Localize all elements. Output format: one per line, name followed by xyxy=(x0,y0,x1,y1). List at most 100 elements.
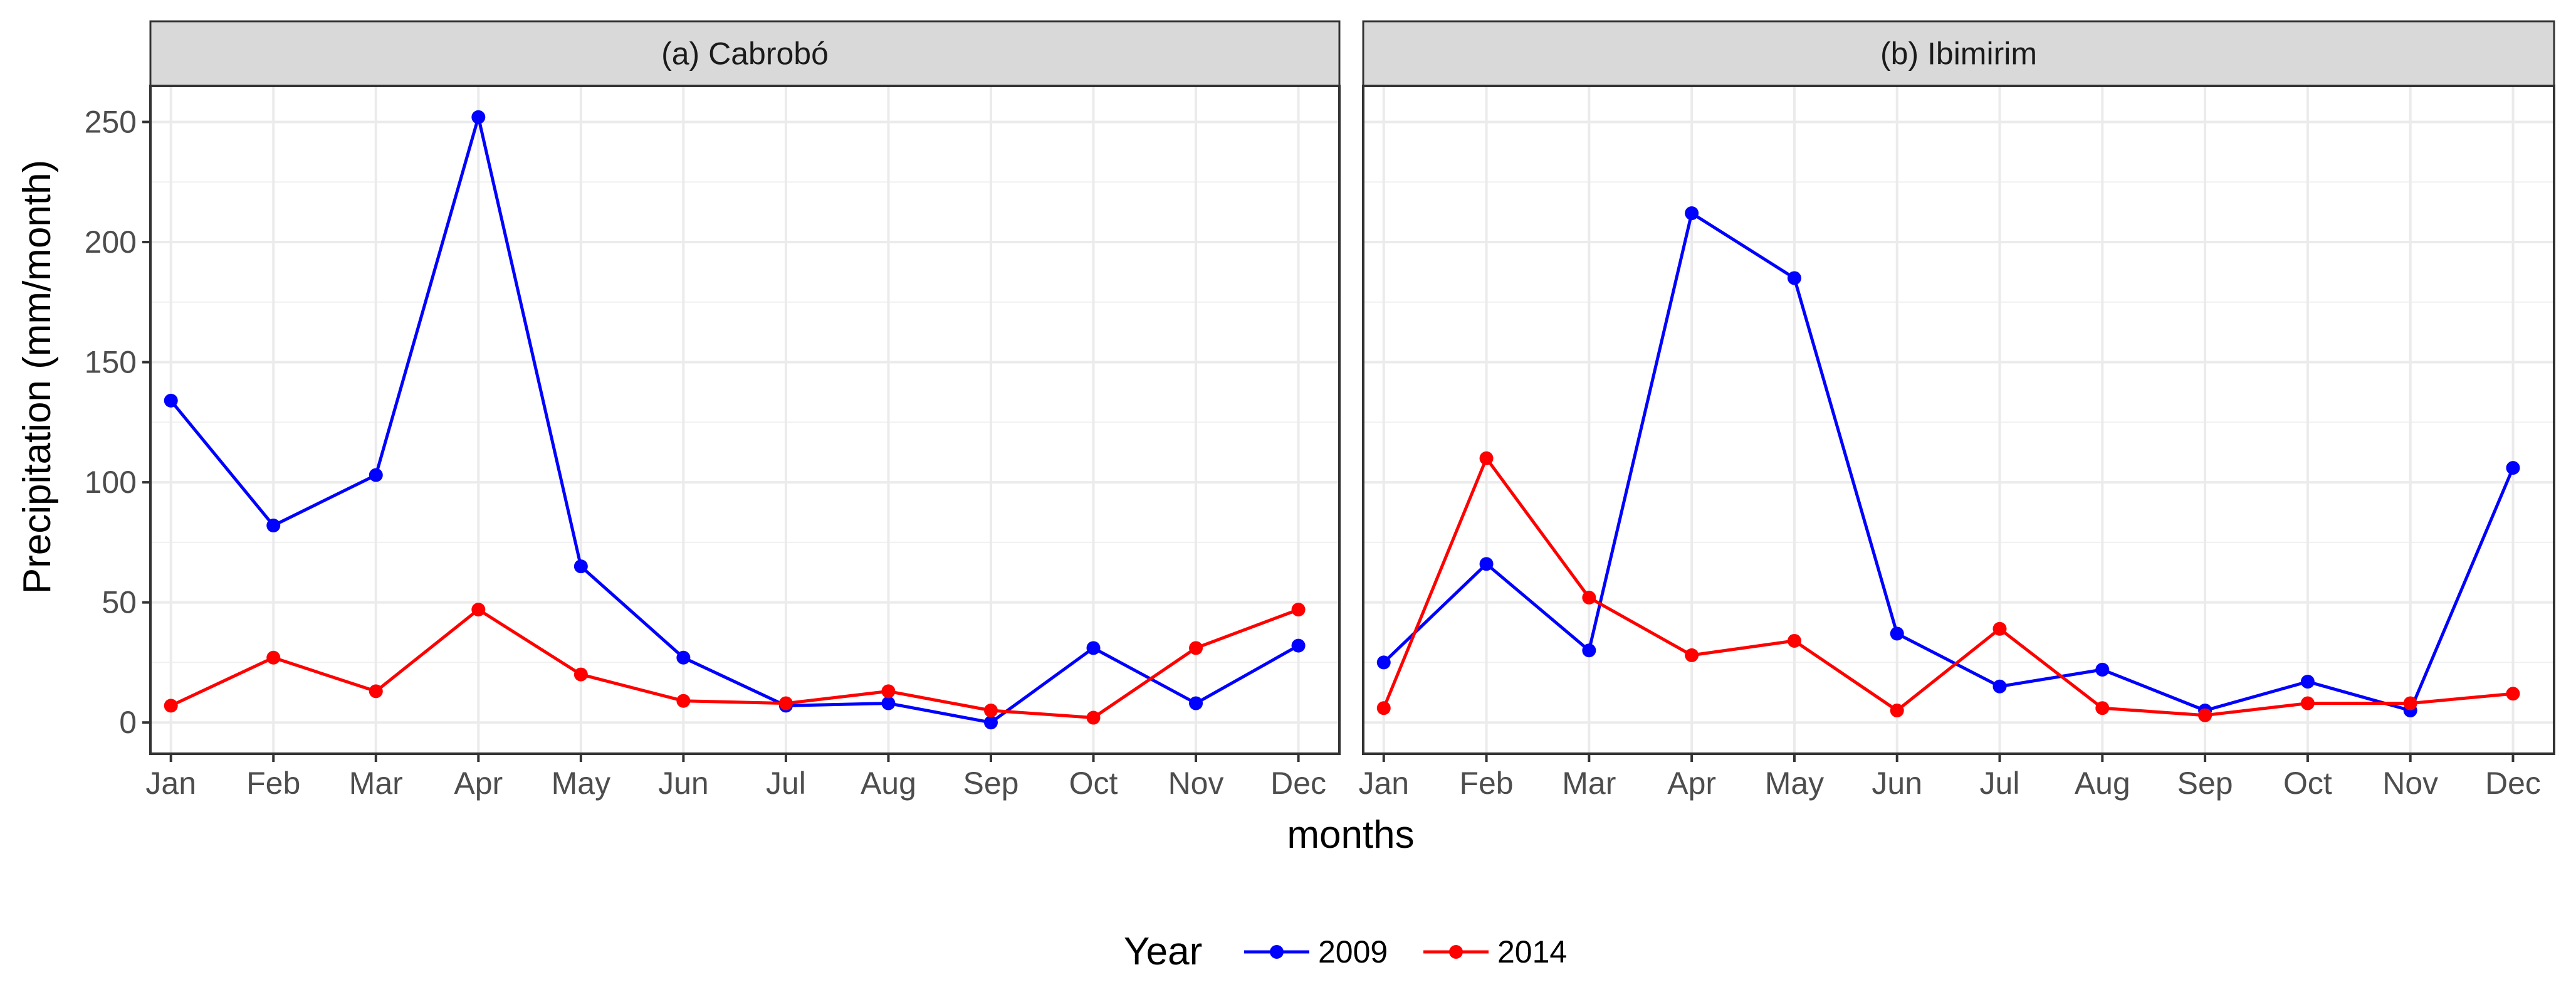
data-point-2009-feb xyxy=(266,519,281,533)
x-tick-label-dec: Dec xyxy=(1270,766,1326,801)
data-point-2009-mar xyxy=(1582,643,1596,658)
panel-1-grid xyxy=(150,86,1339,754)
data-point-2009-dec xyxy=(1291,638,1306,653)
panel-1: (a) Cabrobó Jan Feb Mar Apr May Jun Jul Aug Sep Oc… xyxy=(145,20,1341,801)
x-tick-label-sep: Sep xyxy=(963,766,1018,801)
data-point-2014-oct xyxy=(1086,710,1101,725)
y-tick-label-250: 250 xyxy=(85,104,137,139)
data-point-2014-feb xyxy=(1479,451,1494,465)
legend: Year 2009 2014 xyxy=(1124,930,1567,973)
x-tick-label-jun: Jun xyxy=(1872,766,1922,801)
x-tick-label-apr: Apr xyxy=(454,766,503,801)
data-point-2014-sep xyxy=(2198,708,2212,722)
panel-2-border xyxy=(1362,85,2555,755)
data-point-2009-jan xyxy=(1376,655,1391,670)
data-point-2009-oct xyxy=(2300,675,2315,689)
series-2014 xyxy=(164,603,1306,725)
y-tick-label-50: 50 xyxy=(102,585,137,620)
panels: (a) Cabrobó Jan Feb Mar Apr May Jun Jul Aug Sep Oc… xyxy=(145,20,2555,801)
panel-1-title: (a) Cabrobó xyxy=(661,36,829,71)
data-point-2014-jan xyxy=(164,699,178,713)
x-tick-label-may: May xyxy=(552,766,610,801)
x-tick-label-feb: Feb xyxy=(246,766,300,801)
series-2009-line xyxy=(1383,211,2515,712)
x-tick-label-apr: Apr xyxy=(1667,766,1716,801)
series-2009-line xyxy=(169,115,1299,724)
y-tick-label-150: 150 xyxy=(85,345,137,380)
x-tick-label-jun: Jun xyxy=(658,766,709,801)
data-point-2009-mar xyxy=(369,468,383,482)
x-tick-label-jan: Jan xyxy=(1358,766,1409,801)
panel-2-title: (b) Ibimirim xyxy=(1880,36,2037,71)
x-tick-label-feb: Feb xyxy=(1459,766,1513,801)
x-tick-label-jul: Jul xyxy=(766,766,806,801)
x-tick-label-mar: Mar xyxy=(349,766,403,801)
data-point-2009-jun xyxy=(1890,626,1904,641)
data-point-2009-jun xyxy=(676,650,691,665)
data-point-2014-sep xyxy=(983,704,998,718)
data-point-2014-may xyxy=(1787,633,1801,648)
data-point-2014-dec xyxy=(2506,687,2520,701)
data-point-2014-mar xyxy=(369,684,383,699)
panel-2: (b) Ibimirim Jan Feb Mar Apr May Jun Jul Aug Sep O… xyxy=(1358,20,2555,801)
data-point-2014-nov xyxy=(2403,696,2417,710)
data-point-2014-aug xyxy=(2095,701,2110,715)
data-point-2009-apr xyxy=(471,110,486,124)
y-tick-label-0: 0 xyxy=(119,705,137,740)
data-point-2014-jun xyxy=(676,694,691,708)
series-2014-line xyxy=(1382,457,2513,717)
data-point-2014-jan xyxy=(1376,701,1391,715)
data-point-2014-aug xyxy=(881,684,896,699)
y-tick-label-200: 200 xyxy=(85,224,137,260)
panel-2-background xyxy=(1363,86,2554,754)
x-tick-label-dec: Dec xyxy=(2485,766,2541,801)
series-2009 xyxy=(1376,206,2520,718)
data-point-2014-feb xyxy=(266,650,281,665)
panel-1-strip xyxy=(149,20,1341,87)
x-axis-title: months xyxy=(1287,813,1414,857)
data-point-2009-oct xyxy=(1086,641,1101,655)
panel-1-border xyxy=(149,85,1341,755)
data-point-2009-aug xyxy=(2095,662,2110,677)
legend-label-2009: 2009 xyxy=(1318,934,1388,969)
data-point-2009-feb xyxy=(1479,557,1494,571)
data-point-2014-jul xyxy=(1992,621,2007,636)
y-axis-title: Precipitation (mm/month) xyxy=(16,160,59,594)
x-tick-label-oct: Oct xyxy=(1069,766,1118,801)
x-tick-label-aug: Aug xyxy=(861,766,916,801)
data-point-2009-may xyxy=(1787,271,1801,285)
panel-1-x-axis-ticks: Jan Feb Mar Apr May Jun Jul Aug Sep Oct Nov Dec xyxy=(145,754,1326,801)
data-point-2014-apr xyxy=(471,603,486,617)
x-tick-label-may: May xyxy=(1765,766,1824,801)
panel-2-x-axis-ticks: Jan Feb Mar Apr May Jun Jul Aug Sep Oct Nov Dec xyxy=(1358,754,2541,801)
panel-1-background xyxy=(150,86,1339,754)
x-tick-label-nov: Nov xyxy=(2382,766,2438,801)
data-point-2009-aug xyxy=(881,696,896,710)
data-point-2014-may xyxy=(573,667,588,682)
data-point-2009-jan xyxy=(164,393,178,408)
panel-2-strip xyxy=(1362,20,2555,87)
data-point-2009-may xyxy=(573,559,588,574)
data-point-2009-nov xyxy=(1189,696,1203,710)
data-point-2014-jul xyxy=(778,696,793,710)
x-tick-label-jul: Jul xyxy=(1980,766,2020,801)
x-tick-label-aug: Aug xyxy=(2075,766,2130,801)
data-point-2014-dec xyxy=(1291,603,1306,617)
x-tick-label-nov: Nov xyxy=(1168,766,1224,801)
legend-key-2014-point xyxy=(1449,945,1463,959)
series-2014 xyxy=(1376,451,2520,722)
x-tick-label-mar: Mar xyxy=(1562,766,1616,801)
x-tick-label-jan: Jan xyxy=(145,766,196,801)
data-point-2014-apr xyxy=(1685,648,1699,662)
legend-title: Year xyxy=(1124,930,1202,973)
data-point-2009-dec xyxy=(2506,461,2520,475)
data-point-2009-jul xyxy=(1992,679,2007,694)
legend-label-2014: 2014 xyxy=(1497,934,1567,969)
data-point-2014-nov xyxy=(1189,641,1203,655)
legend-key-2009-point xyxy=(1270,945,1284,959)
data-point-2014-mar xyxy=(1582,590,1596,604)
data-point-2014-oct xyxy=(2300,696,2315,710)
data-point-2014-jun xyxy=(1890,704,1904,718)
x-tick-label-oct: Oct xyxy=(2283,766,2332,801)
